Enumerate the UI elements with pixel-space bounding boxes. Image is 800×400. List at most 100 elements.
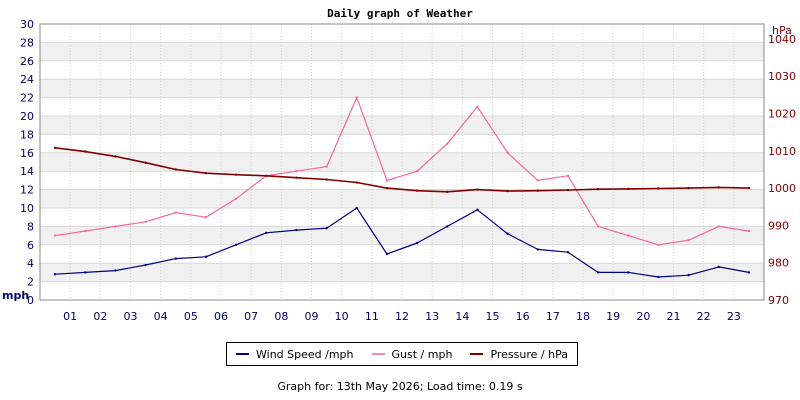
data-point-gust (144, 220, 147, 223)
data-point-pressure (295, 176, 298, 179)
footer-status-text: Graph for: 13th May 2026; Load time: 0.1… (277, 380, 523, 393)
y-left-tick-label: 20 (20, 110, 34, 123)
chart-axes (39, 23, 765, 301)
x-tick-label: 04 (154, 310, 168, 323)
chart-tick-labels: 0246810121416182022242628309709809901000… (20, 18, 796, 323)
x-tick-label: 13 (425, 310, 439, 323)
y-left-tick-label: 30 (20, 18, 34, 31)
x-tick-label: 06 (214, 310, 228, 323)
data-point-gust (566, 174, 570, 177)
data-point-pressure (53, 146, 57, 150)
y-left-tick-label: 6 (27, 239, 34, 252)
y-left-tick-label: 14 (20, 165, 34, 178)
legend-item-pressure: Pressure / hPa (470, 348, 568, 361)
data-point-gust (506, 151, 509, 154)
data-point-wind (747, 271, 751, 274)
plot-frame (39, 23, 765, 301)
data-point-wind (657, 275, 660, 279)
data-point-wind (506, 232, 509, 235)
x-tick-label: 09 (305, 310, 319, 323)
y-left-tick-label: 0 (27, 294, 34, 307)
data-point-pressure (657, 187, 660, 190)
x-tick-label: 03 (124, 310, 138, 323)
y-left-tick-label: 2 (27, 276, 34, 289)
series-line-wind (55, 207, 750, 278)
data-point-gust (174, 211, 177, 214)
data-point-gust (415, 170, 419, 173)
data-point-gust (204, 216, 208, 219)
left-axis-label: mph (2, 289, 29, 302)
data-point-wind (84, 271, 87, 274)
y-left-tick-label: 4 (27, 257, 34, 270)
x-tick-label: 11 (365, 310, 379, 323)
data-point-wind (114, 269, 117, 272)
legend-swatch-pressure (470, 353, 484, 355)
legend-item-gust: Gust / mph (371, 347, 453, 361)
y-left-tick-label: 16 (20, 147, 34, 160)
y-left-tick-label: 12 (20, 184, 34, 197)
legend-item-wind: Wind Speed /mph (236, 348, 354, 361)
data-point-pressure (506, 189, 509, 193)
data-point-gust (596, 225, 600, 228)
y-left-tick-label: 10 (20, 202, 34, 215)
y-left-tick-label: 8 (27, 220, 34, 233)
data-point-pressure (717, 186, 720, 189)
data-point-gust (114, 225, 117, 228)
data-point-gust (476, 105, 479, 109)
y-right-tick-label: 980 (768, 257, 789, 270)
data-point-wind (627, 271, 630, 274)
data-point-pressure (325, 178, 328, 181)
x-tick-label: 20 (636, 310, 650, 323)
data-point-gust (53, 234, 57, 237)
legend-label-wind: Wind Speed /mph (256, 347, 354, 361)
data-point-pressure (536, 189, 539, 192)
legend-swatch-gust (371, 353, 385, 355)
data-point-pressure (476, 188, 479, 191)
data-point-gust (747, 229, 751, 233)
data-point-wind (536, 248, 539, 251)
x-tick-label: 18 (576, 310, 590, 323)
grid-band (40, 263, 764, 282)
series-line-gust (55, 96, 749, 246)
legend-label-gust: Gust / mph (391, 347, 453, 361)
x-tick-label: 12 (395, 310, 409, 323)
data-point-wind (717, 265, 720, 269)
x-tick-label: 07 (244, 310, 258, 323)
grid-band (40, 226, 764, 245)
y-right-tick-label: 970 (768, 294, 789, 307)
x-tick-label: 17 (546, 310, 560, 323)
data-point-gust (717, 225, 720, 228)
data-point-wind (265, 231, 268, 235)
data-point-wind (144, 263, 147, 267)
data-point-gust (355, 96, 358, 99)
data-point-pressure (355, 181, 358, 184)
x-tick-label: 01 (63, 310, 77, 323)
data-point-wind (325, 227, 328, 230)
x-tick-label: 21 (667, 310, 681, 323)
y-left-tick-label: 18 (20, 128, 34, 141)
y-right-tick-label: 1030 (768, 70, 796, 83)
x-tick-label: 15 (486, 310, 500, 323)
right-axis-label: hPa (772, 24, 792, 37)
x-tick-label: 14 (455, 310, 469, 323)
data-point-gust (295, 170, 298, 173)
data-point-wind (415, 241, 419, 245)
data-point-pressure (204, 171, 208, 175)
x-tick-label: 10 (335, 310, 349, 323)
data-point-pressure (174, 168, 177, 171)
data-point-pressure (446, 190, 449, 194)
y-right-tick-label: 1000 (768, 182, 796, 195)
x-tick-label: 05 (184, 310, 198, 323)
data-point-pressure (234, 173, 238, 176)
data-point-wind (566, 250, 570, 254)
data-point-wind (204, 255, 208, 258)
y-left-tick-label: 28 (20, 36, 34, 49)
data-point-gust (385, 179, 389, 182)
x-tick-label: 16 (516, 310, 530, 323)
data-point-wind (446, 225, 449, 228)
data-point-gust (446, 142, 449, 145)
data-point-wind (355, 206, 358, 210)
x-tick-label: 19 (606, 310, 620, 323)
y-left-tick-label: 24 (20, 73, 34, 86)
